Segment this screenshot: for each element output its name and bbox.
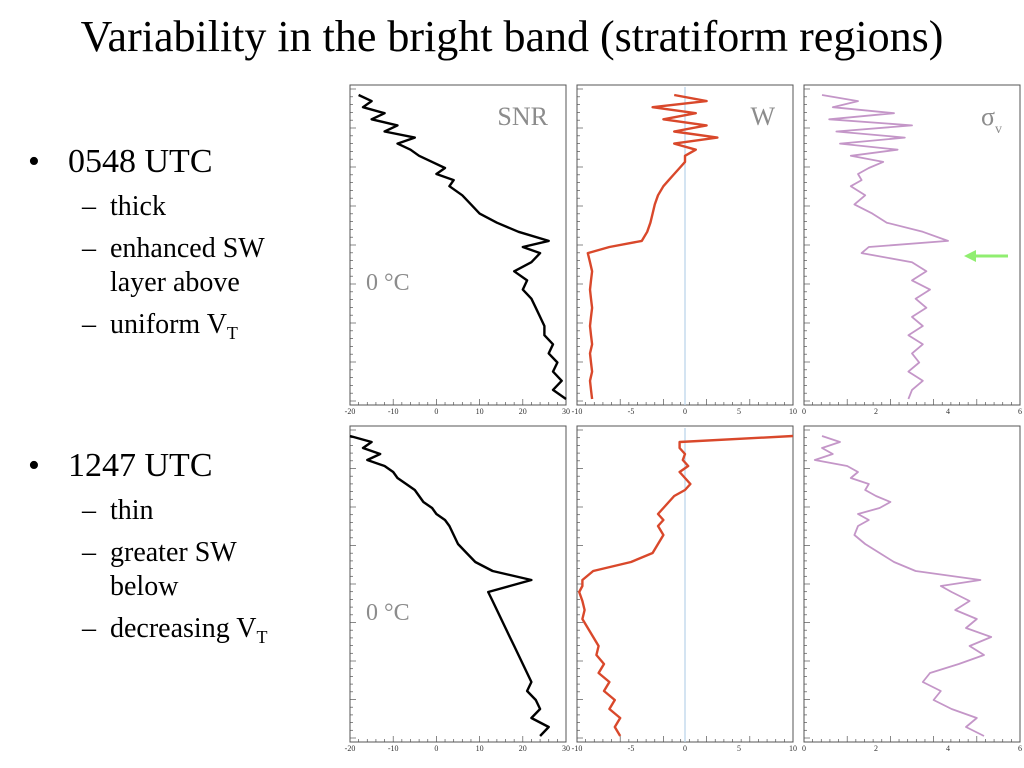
panel-1247-w: -10 -5 0 5 10 <box>572 425 797 753</box>
profile-line <box>813 435 993 737</box>
sub-bullet: – thick <box>28 190 265 224</box>
x-tick-label: 30 <box>562 744 570 753</box>
freezing-level-label: 0 °C <box>366 600 410 626</box>
x-tick-label: -10 <box>572 744 583 753</box>
sub-bullet: – enhanced SW layer above <box>28 232 265 300</box>
panel-1247-snr: -20 -10 0 10 20 30 0 °C <box>345 425 570 753</box>
profile-line <box>358 93 567 400</box>
subscript: T <box>226 323 238 343</box>
dash: – <box>82 233 96 264</box>
x-tick-label: 0 <box>434 407 438 416</box>
x-tick-label: -20 <box>345 744 356 753</box>
bullet-dot: • <box>28 143 40 180</box>
x-tick-label: 10 <box>476 407 484 416</box>
sub-bullet-text-with-subscript: decreasing VT <box>110 612 267 654</box>
panel-label: W <box>750 102 775 131</box>
bullet-group-1247: • 1247 UTC – thin – greater SW below – decrea… <box>28 446 267 654</box>
x-tick-label: -20 <box>345 407 356 416</box>
x-tick-label: 0 <box>683 744 687 753</box>
x-tick-label: 10 <box>789 744 797 753</box>
bullet-group-0548: • 0548 UTC – thick – enhanced SW layer above… <box>28 142 265 350</box>
x-tick-label: 0 <box>434 744 438 753</box>
profile-line <box>349 434 550 737</box>
panel-frame <box>349 425 567 743</box>
sub-bullet-text: uniform V <box>110 309 227 340</box>
sub-bullet: – uniform VT <box>28 308 265 350</box>
bullet-dot: • <box>28 447 40 484</box>
x-tick-label: 0 <box>802 744 806 753</box>
profile-line <box>586 93 719 400</box>
sub-bullet-text: layer above <box>110 267 240 298</box>
bullet-heading-text: 0548 UTC <box>68 143 213 180</box>
bullet-heading: • 1247 UTC <box>28 446 267 486</box>
panel-0548-w: -10 -5 0 5 10 W <box>572 84 797 416</box>
sub-bullet-text: thick <box>110 191 166 222</box>
x-tick-label: -10 <box>388 744 399 753</box>
x-tick-label: 6 <box>1018 407 1022 416</box>
panel-0548-snr: -20 -10 0 10 20 30 SNR 0 °C <box>345 84 570 416</box>
sub-bullet-text: below <box>110 571 179 602</box>
panel-0548-sigma: 0 2 4 6 σv <box>802 84 1022 416</box>
x-tick-label: 0 <box>802 407 806 416</box>
sub-bullet-text: greater SW <box>110 537 237 568</box>
dash: – <box>82 309 96 340</box>
dash: – <box>82 537 96 568</box>
x-tick-label: 5 <box>737 744 741 753</box>
dash: – <box>82 495 96 526</box>
panel-frame <box>803 425 1021 743</box>
dash: – <box>82 191 96 222</box>
bullet-heading: • 0548 UTC <box>28 142 265 182</box>
x-tick-label: -5 <box>628 744 635 753</box>
x-tick-label: 30 <box>562 407 570 416</box>
x-tick-label: 20 <box>519 744 527 753</box>
sub-bullet: – thin <box>28 494 267 528</box>
panel-label: SNR <box>497 102 548 131</box>
profile-line <box>821 94 949 400</box>
x-tick-label: 2 <box>874 744 878 753</box>
x-tick-label: 10 <box>476 744 484 753</box>
x-tick-label: 20 <box>519 407 527 416</box>
sub-bullet-text: thin <box>110 495 154 526</box>
x-tick-label: -10 <box>572 407 583 416</box>
sub-bullet: – greater SW below <box>28 536 267 604</box>
x-tick-label: 6 <box>1018 744 1022 753</box>
freezing-level-label: 0 °C <box>366 270 410 296</box>
sub-bullet-text-with-subscript: uniform VT <box>110 308 265 350</box>
x-tick-label: 4 <box>946 744 950 753</box>
bullet-heading-text: 1247 UTC <box>68 447 213 484</box>
x-tick-label: 2 <box>874 407 878 416</box>
profile-line <box>578 434 794 737</box>
arrow-head <box>964 250 976 262</box>
x-tick-label: 0 <box>683 407 687 416</box>
arrow-icon <box>964 250 1008 262</box>
sub-bullet-text: enhanced SW <box>110 233 265 264</box>
dash: – <box>82 613 96 644</box>
subscript: T <box>256 627 268 647</box>
slide-title: Variability in the bright band (stratifo… <box>80 12 944 61</box>
x-tick-label: 5 <box>737 407 741 416</box>
panel-frame <box>803 84 1021 406</box>
x-tick-label: -10 <box>388 407 399 416</box>
sub-bullet-text: decreasing V <box>110 613 257 644</box>
x-tick-label: 10 <box>789 407 797 416</box>
panel-label-subscript: v <box>995 122 1002 137</box>
panel-label: σv <box>981 102 1002 137</box>
x-tick-label: 4 <box>946 407 950 416</box>
sub-bullet: – decreasing VT <box>28 612 267 654</box>
x-tick-label: -5 <box>628 407 635 416</box>
panel-1247-sigma: 0 2 4 6 <box>802 425 1022 753</box>
